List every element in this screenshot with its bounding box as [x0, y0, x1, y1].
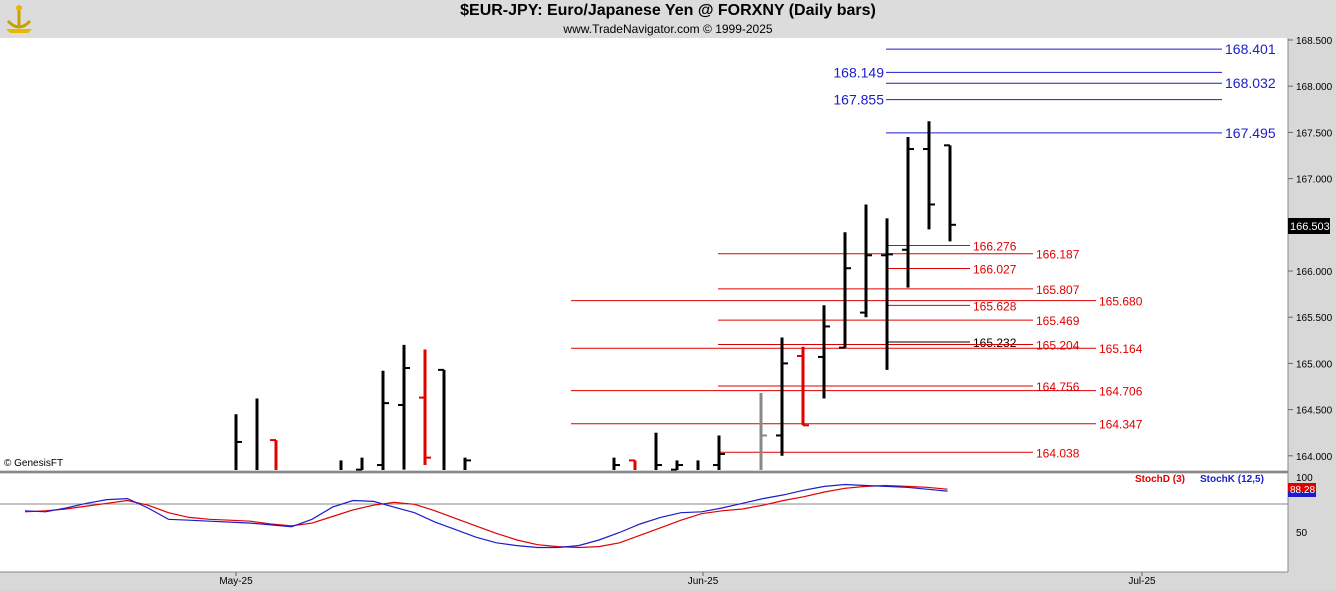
fib-level-label: 165.628: [973, 299, 1017, 313]
ohlc-bar: [713, 435, 725, 470]
fib-level-label: 164.347: [1099, 418, 1143, 432]
stoch-last-label: 88.28: [1290, 485, 1315, 496]
ohlc-bar: [654, 432, 662, 470]
fib-level-label: 164.706: [1099, 385, 1143, 399]
ohlc-bar: [671, 460, 683, 471]
ohlc-bar: [881, 218, 893, 370]
fib-level-label: 164.038: [1036, 446, 1080, 460]
ohlc-bar: [398, 344, 410, 470]
ohlc-bar: [270, 439, 278, 470]
fib-level-label: 166.276: [973, 239, 1017, 253]
chart-header: [0, 0, 1336, 38]
fib-level-label: 168.032: [1225, 75, 1276, 91]
fib-level-label: 166.187: [1036, 248, 1080, 262]
ohlc-bar: [438, 368, 446, 470]
ohlc-bar: [839, 232, 851, 349]
ohlc-bar: [860, 204, 872, 318]
fib-level-label: 165.164: [1099, 342, 1143, 356]
ohlc-bar: [629, 459, 637, 470]
time-tick-label: Jul-25: [1128, 576, 1156, 587]
ohlc-bar: [944, 144, 956, 242]
fib-level-label: 165.680: [1099, 295, 1143, 309]
stoch-last-tag-k: [1288, 491, 1316, 497]
ohlc-bar: [776, 337, 788, 456]
fib-level-label: 164.756: [1036, 380, 1080, 394]
ohlc-bar: [234, 414, 242, 470]
last-price-tag: [1288, 218, 1330, 234]
stochastic-lines: [24, 483, 948, 549]
price-tick-label: 167.000: [1296, 175, 1333, 186]
price-bars: [234, 121, 956, 471]
price-axis: 168.500 168.000 167.500 167.000 166.000 165.5…: [1288, 36, 1333, 463]
time-axis: May-25 Jun-25 Jul-25: [219, 572, 1156, 587]
fib-level-label: 167.495: [1225, 125, 1276, 141]
price-tick-label: 164.500: [1296, 406, 1333, 417]
stoch-tick-100: 100: [1296, 473, 1313, 484]
trade-navigator-logo-icon: [6, 5, 32, 33]
ohlc-bar: [377, 370, 389, 470]
ohlc-bar: [759, 392, 767, 470]
fib-level-label: 165.807: [1036, 283, 1080, 297]
ohlc-bar: [612, 457, 620, 470]
ohlc-bar: [818, 305, 830, 399]
fib-level-label: 168.149: [833, 64, 884, 80]
price-tick-label: 168.000: [1296, 82, 1333, 93]
ohlc-bar: [902, 137, 914, 288]
time-tick-label: Jun-25: [688, 576, 719, 587]
fib-level-label: 168.401: [1225, 41, 1276, 57]
price-tick-label: 165.000: [1296, 359, 1333, 370]
price-tick-label: 165.500: [1296, 313, 1333, 324]
ohlc-bar: [923, 121, 935, 230]
chart-title: $EUR-JPY: Euro/Japanese Yen @ FORXNY (Da…: [460, 2, 876, 19]
fib-level-label: 167.855: [833, 92, 884, 108]
genesis-watermark: © GenesisFT: [4, 458, 64, 469]
price-tick-label: 168.500: [1296, 36, 1333, 47]
chart-subtitle: www.TradeNavigator.com © 1999-2025: [563, 22, 773, 36]
price-tick-label: 166.000: [1296, 267, 1333, 278]
stoch-tick-50: 50: [1296, 528, 1308, 539]
ohlc-bar: [356, 457, 364, 471]
price-plot-area: [0, 38, 1288, 470]
stoch-series-line: [24, 484, 948, 549]
last-price-label: 166.503: [1290, 221, 1330, 233]
stoch-k-legend: StochK (12,5): [1200, 474, 1264, 485]
fib-level-label: 166.027: [973, 263, 1017, 277]
fibonacci-levels: 168.401 168.032 167.495 168.149 167.855 166.2…: [571, 41, 1276, 460]
ohlc-bar: [797, 346, 809, 427]
stoch-series-line: [24, 483, 948, 549]
ohlc-bar: [463, 457, 471, 470]
price-tick-label: 164.000: [1296, 452, 1333, 463]
fib-level-label: 165.204: [1036, 339, 1080, 353]
time-tick-label: May-25: [219, 576, 253, 587]
fib-level-label: 165.469: [1036, 314, 1080, 328]
stoch-d-legend: StochD (3): [1135, 474, 1185, 485]
price-tick-label: 167.500: [1296, 128, 1333, 139]
ohlc-bar: [419, 349, 431, 466]
fib-level-label: 165.232: [973, 336, 1017, 350]
